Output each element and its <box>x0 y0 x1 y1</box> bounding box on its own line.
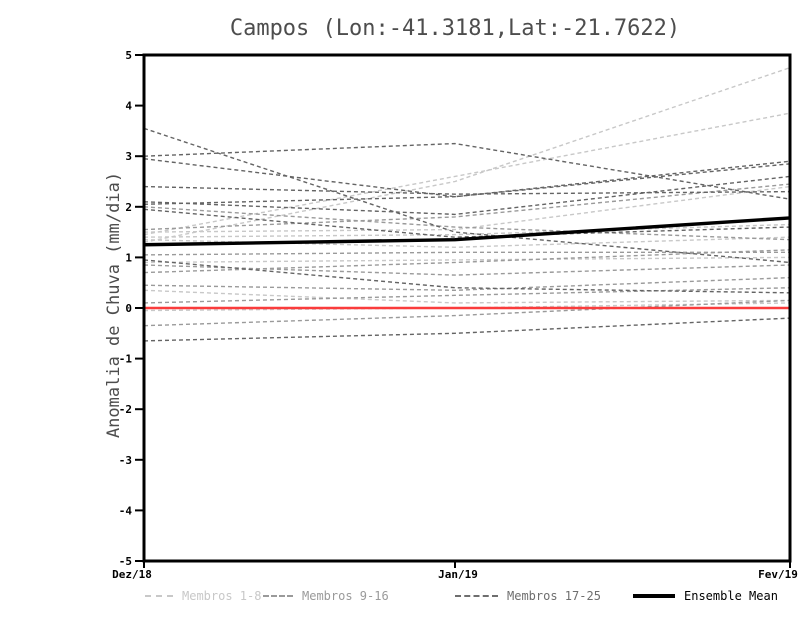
y-tick-label: 3 <box>125 150 132 163</box>
legend-label: Membros 1-8 <box>182 589 262 603</box>
member-line <box>143 264 791 276</box>
y-tick-label: 0 <box>125 302 132 315</box>
legend-label: Membros 9-16 <box>302 589 389 603</box>
legend-label: Ensemble Mean <box>684 589 778 603</box>
member-line <box>143 251 790 256</box>
member-line <box>143 249 791 274</box>
y-tick-label: -3 <box>119 454 132 467</box>
legend-item-members-1-8: Membros 1-8 <box>145 588 261 604</box>
member-line <box>143 289 791 304</box>
y-tick-label: 5 <box>125 49 132 62</box>
member-line <box>143 112 791 236</box>
y-tick-label: -1 <box>119 353 133 366</box>
member-line <box>143 142 791 200</box>
legend-item-members-17-25: Membros 17-25 <box>455 588 601 604</box>
member-line <box>143 299 791 327</box>
member-line <box>143 223 791 238</box>
y-tick-label: 1 <box>125 251 132 264</box>
member-line <box>143 287 791 304</box>
chart-legend: Membros 1-8 Membros 9-16 Membros 17-25 E… <box>0 588 800 604</box>
solid-line-swatch <box>633 594 675 598</box>
dashed-line-swatch <box>455 595 498 597</box>
dashed-line-swatch <box>145 595 173 597</box>
member-line <box>143 208 791 238</box>
member-line <box>143 236 791 248</box>
x-tick-label: Dez/18 <box>112 568 152 581</box>
member-line <box>143 317 791 342</box>
member-line <box>143 302 791 312</box>
legend-label: Membros 17-25 <box>507 589 601 603</box>
y-tick-label: -5 <box>119 555 132 568</box>
legend-item-members-9-16: Membros 9-16 <box>263 588 389 604</box>
member-line <box>143 206 791 241</box>
dashed-line-swatch <box>263 595 293 597</box>
ensemble-mean-line <box>143 216 791 247</box>
y-tick-label: 2 <box>125 201 132 214</box>
member-line <box>143 259 791 294</box>
legend-item-ensemble-mean: Ensemble Mean <box>633 588 778 604</box>
y-tick-label: -2 <box>119 403 132 416</box>
member-line <box>143 276 791 291</box>
member-line <box>143 183 791 231</box>
member-line <box>143 256 791 264</box>
y-tick-label: -4 <box>119 504 133 517</box>
member-line <box>143 66 791 243</box>
member-line <box>143 185 791 195</box>
x-tick-label: Jan/19 <box>438 568 478 581</box>
member-line <box>143 185 791 233</box>
chart-title: Campos (Lon:-41.3181,Lat:-21.7622) <box>229 16 681 41</box>
member-line <box>143 163 791 205</box>
y-tick-label: 4 <box>125 100 132 113</box>
x-tick-label: Fev/19 <box>758 568 798 581</box>
member-line <box>143 175 791 216</box>
